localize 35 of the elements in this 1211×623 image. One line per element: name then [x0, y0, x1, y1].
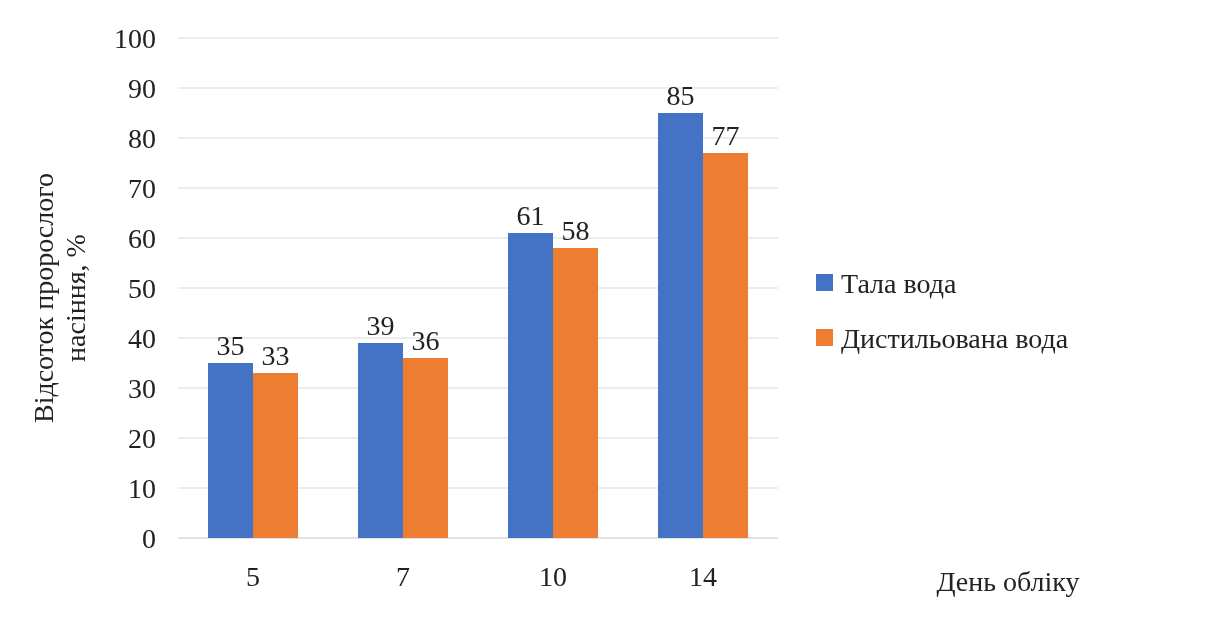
bar	[508, 233, 553, 538]
y-axis-title: Відсоток пророслого насіння, %	[28, 172, 91, 424]
y-tick-label: 90	[128, 72, 156, 104]
data-label: 39	[366, 310, 395, 341]
y-tick-label: 0	[142, 522, 156, 554]
y-tick-label: 30	[128, 372, 156, 404]
bar	[658, 113, 703, 538]
data-label: 61	[516, 200, 545, 231]
bar	[403, 358, 448, 538]
legend-label: Дистильована вода	[841, 322, 1069, 354]
x-tick-label: 7	[396, 561, 410, 592]
y-tick-label: 100	[114, 22, 156, 54]
bar	[553, 248, 598, 538]
y-tick-label: 80	[128, 122, 156, 154]
bar	[703, 153, 748, 538]
y-tick-label: 40	[128, 322, 156, 354]
bar	[208, 363, 253, 538]
x-tick-label: 14	[689, 561, 717, 592]
data-label: 58	[561, 215, 590, 246]
x-tick-label: 10	[539, 561, 567, 592]
legend-label: Тала вода	[841, 267, 957, 299]
y-tick-label: 50	[128, 272, 156, 304]
data-label: 35	[216, 330, 245, 361]
x-tick-label: 5	[246, 561, 260, 592]
bar	[358, 343, 403, 538]
y-tick-label: 70	[128, 172, 156, 204]
data-label: 77	[711, 120, 740, 151]
bar	[253, 373, 298, 538]
data-label: 33	[261, 340, 290, 371]
data-label: 85	[666, 80, 695, 111]
y-tick-label: 10	[128, 472, 156, 504]
text: День обліку	[936, 566, 1080, 597]
data-label: 36	[411, 325, 440, 356]
y-tick-label: 60	[128, 222, 156, 254]
y-tick-label: 20	[128, 422, 156, 454]
